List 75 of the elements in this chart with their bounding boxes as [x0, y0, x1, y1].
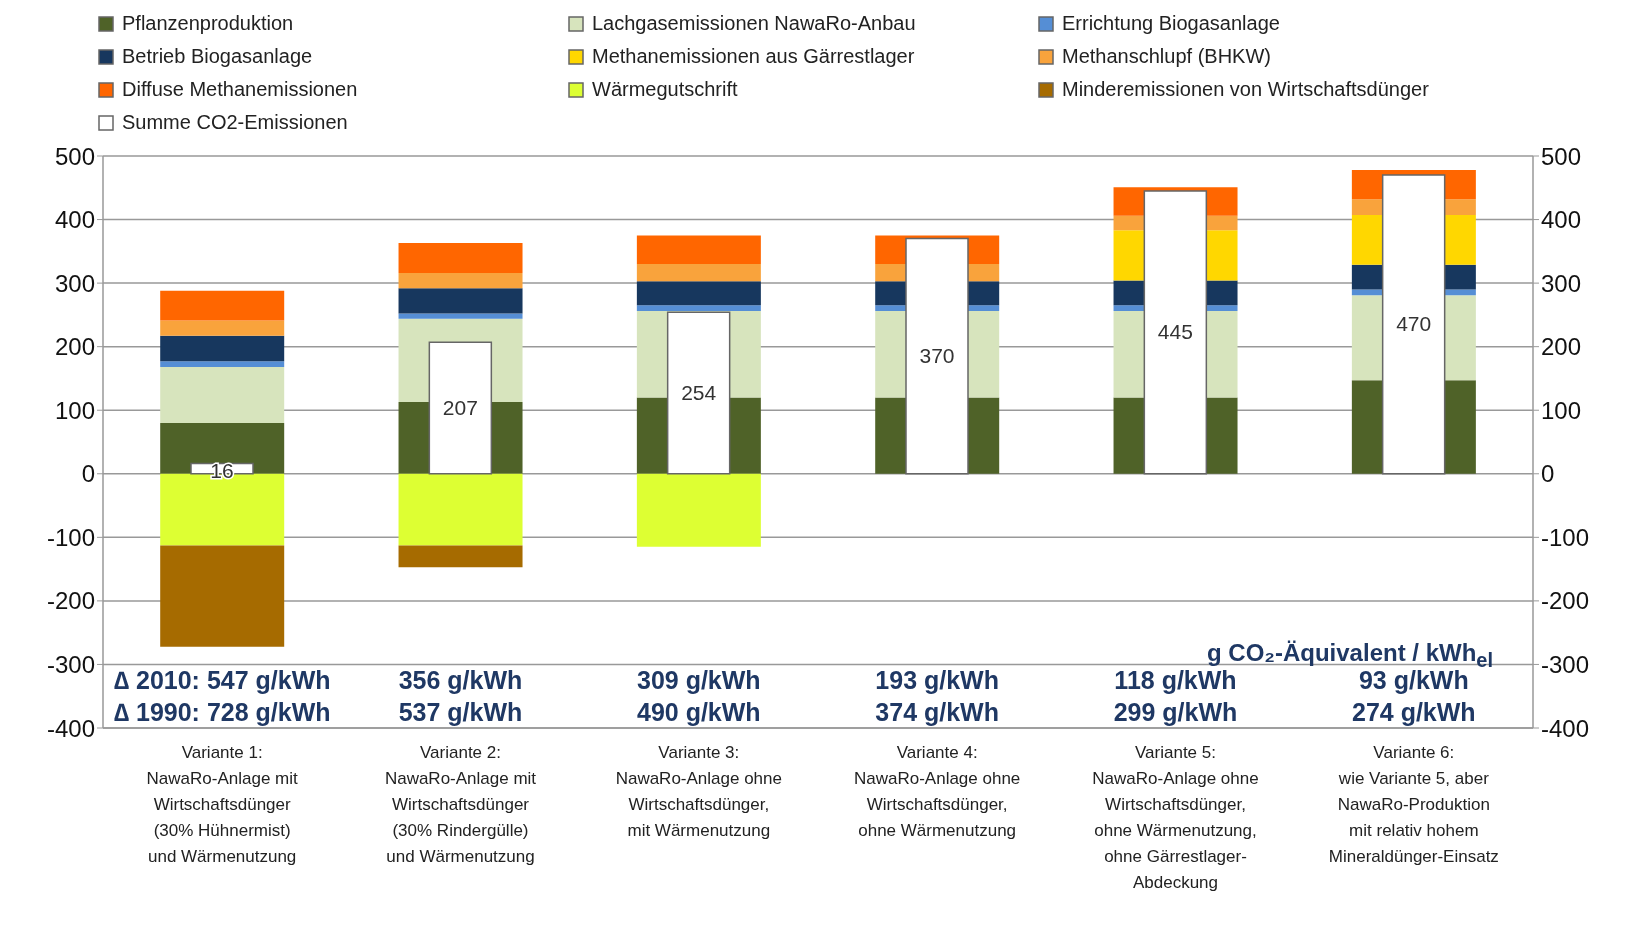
- bar: [398, 473, 523, 546]
- annotation: 274 g/kWh: [1352, 698, 1476, 726]
- legend-label: Methanschlupf (BHKW): [1062, 45, 1271, 68]
- bar: [160, 361, 285, 367]
- x-tick-label: Variante 1: NawaRo-Anlage mit Wirtschaftsdünger (30% Hühnermist) und Wärmenutzung: [146, 743, 299, 866]
- annotation: 356 g/kWh: [397, 666, 524, 695]
- y-tick-label: -300: [46, 650, 95, 678]
- legend-label: Betrieb Biogasanlage: [122, 45, 313, 68]
- y-tick-label: 0: [81, 460, 95, 488]
- y-tick-label: 200: [54, 333, 95, 361]
- bar: [398, 272, 523, 289]
- annotation: 490 g/kWh: [636, 698, 762, 727]
- legend-label: Lachgasemissionen NawaRo-Anbau: [592, 12, 916, 35]
- legend-label: Diffuse Methanemissionen: [122, 78, 358, 101]
- y-tick-label: 300: [54, 269, 95, 297]
- legend-label: Summe CO2-Emissionen: [122, 111, 348, 134]
- y-tick-label: -100: [46, 523, 95, 551]
- bar: [160, 367, 285, 423]
- x-tick-label: Variante 5: NawaRo-Anlage ohne Wirtschaftsdünger, ohne Wärmenutzung, ohne Gärrestlager- Abdeckung: [1092, 743, 1259, 892]
- bar: [666, 311, 731, 475]
- bar: [398, 545, 523, 568]
- legend-label: Methanemissionen aus Gärrestlager: [592, 45, 915, 68]
- y2-tick-label: 200: [1541, 333, 1582, 361]
- bar: [160, 320, 285, 336]
- y2-tick-label: 400: [1541, 206, 1582, 234]
- bar: [636, 305, 761, 312]
- bar: [636, 473, 761, 547]
- bar: [398, 243, 523, 273]
- annotation: 309 g/kWh: [636, 666, 762, 695]
- annotation: ∆ 1990: 728 g/kWh: [113, 698, 331, 726]
- x-tick-label: Variante 3: NawaRo-Anlage ohne Wirtschaftsdünger, mit Wärmenutzung: [615, 743, 783, 840]
- bar: [160, 545, 285, 647]
- x-tick-label: Variante 4: NawaRo-Anlage ohne Wirtschaftsdünger, ohne Wärmenutzung: [853, 743, 1021, 840]
- annotation: 374 g/kWh: [874, 698, 1000, 727]
- y-tick-label: 100: [54, 396, 95, 424]
- bar: [636, 281, 761, 306]
- annotation: 537 g/kWh: [397, 698, 524, 727]
- data-label: 370: [919, 344, 955, 368]
- legend-label: Errichtung Biogasanlage: [1062, 12, 1280, 35]
- bar: [160, 290, 285, 321]
- y2-tick-label: -300: [1541, 650, 1590, 678]
- legend-label: Wärmegutschrift: [592, 78, 738, 101]
- bar: [1381, 174, 1446, 475]
- y-tick-label: 500: [54, 142, 95, 170]
- y2-tick-label: -400: [1541, 714, 1590, 742]
- legend-label: Pflanzenproduktion: [122, 12, 294, 35]
- y-tick-label: -400: [46, 714, 95, 742]
- y-tick-label: -200: [46, 587, 95, 615]
- y2-tick-label: 300: [1541, 269, 1582, 297]
- bar: [428, 341, 493, 475]
- annotation: 193 g/kWh: [874, 666, 1000, 695]
- bar: [905, 237, 969, 475]
- data-label: 445: [1157, 320, 1193, 344]
- bar: [398, 288, 523, 314]
- y-tick-label: 400: [54, 206, 95, 234]
- legend-label: Minderemissionen von Wirtschaftsdünger: [1062, 78, 1429, 101]
- y2-tick-label: -100: [1541, 523, 1590, 551]
- annotation: 118 g/kWh: [1113, 666, 1238, 695]
- data-label: 254: [681, 381, 717, 405]
- x-tick-label: Variante 6: wie Variante 5, aber NawaRo-Produktion mit relativ hohem Mineraldünger-Einsatz: [1328, 743, 1499, 866]
- annotation: ∆ 2010: 547 g/kWh: [113, 666, 331, 694]
- data-label: 470: [1396, 312, 1432, 336]
- annotation: 299 g/kWh: [1112, 698, 1239, 727]
- bar: [636, 264, 761, 282]
- bar: [160, 335, 285, 362]
- y2-tick-label: 100: [1541, 396, 1582, 424]
- y2-tick-label: -200: [1541, 587, 1590, 615]
- bar: [398, 313, 523, 319]
- data-label: 207: [442, 396, 478, 419]
- x-tick-label: Variante 2: NawaRo-Anlage mit Wirtschaftsdünger (30% Rindergülle) und Wärmenutzung: [384, 743, 537, 866]
- y2-tick-label: 0: [1541, 460, 1555, 488]
- bar: [1143, 190, 1208, 475]
- y2-tick-label: 500: [1541, 142, 1582, 170]
- bar: [636, 235, 761, 265]
- annotation: 93 g/kWh: [1358, 666, 1469, 694]
